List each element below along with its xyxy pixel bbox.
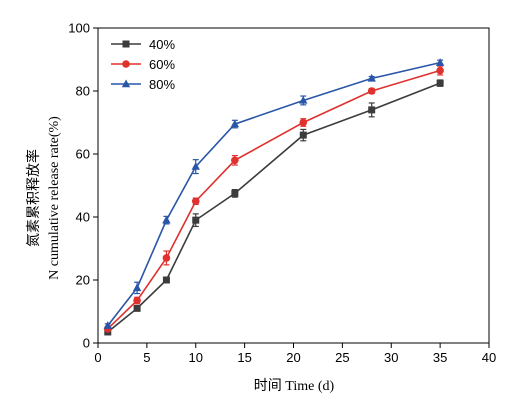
data-point xyxy=(191,197,200,206)
series-layer xyxy=(103,58,445,336)
legend-entry-1: 40% xyxy=(111,37,175,52)
series-3 xyxy=(103,58,445,329)
data-point xyxy=(162,276,170,284)
y-tick-label: 100 xyxy=(68,21,90,36)
data-point xyxy=(231,156,239,165)
legend: 40% 60% 80% xyxy=(111,37,175,92)
x-tick-label: 40 xyxy=(482,350,496,365)
y-axis-title-en: N cumulative release rate(%) xyxy=(47,116,62,280)
x-tick-label: 20 xyxy=(286,350,300,365)
x-tick-label: 0 xyxy=(94,350,101,365)
data-point xyxy=(367,73,376,82)
data-point xyxy=(230,119,240,128)
legend-label: 60% xyxy=(149,57,175,72)
data-point xyxy=(299,118,308,127)
x-axis-title: 时间 Time (d) xyxy=(254,378,335,394)
data-point xyxy=(192,216,200,224)
y-tick-label: 0 xyxy=(83,336,90,351)
data-point xyxy=(133,296,141,305)
plot-frame xyxy=(97,27,490,344)
y-axis-title-cn: 氮素累积释放率 xyxy=(25,149,42,247)
data-point xyxy=(435,58,445,66)
data-point xyxy=(103,321,112,329)
legend-marker xyxy=(121,79,131,88)
data-point xyxy=(132,283,142,292)
data-point xyxy=(191,162,200,170)
legend-marker xyxy=(122,60,130,68)
series-1 xyxy=(104,79,444,336)
axes: 0 5 10 15 20 25 30 35 40 0 20 40 60 80 100 xyxy=(68,21,496,366)
y-tick-label: 60 xyxy=(76,147,90,162)
x-tick-label: 10 xyxy=(189,350,203,365)
x-tick-label: 15 xyxy=(237,350,251,365)
legend-marker xyxy=(122,40,130,48)
data-point xyxy=(368,106,376,114)
legend-entry-3: 80% xyxy=(111,77,175,92)
series-2 xyxy=(103,65,444,333)
data-point xyxy=(231,189,239,197)
series-line xyxy=(107,82,441,333)
data-point xyxy=(367,87,376,95)
legend-label: 40% xyxy=(149,37,175,52)
data-point xyxy=(162,215,171,224)
x-tick-label: 25 xyxy=(335,350,349,365)
data-point xyxy=(162,254,171,262)
y-tick-label: 80 xyxy=(76,84,90,99)
data-point xyxy=(299,95,308,104)
series-line xyxy=(107,61,441,327)
x-tick-label: 5 xyxy=(143,350,150,365)
x-tick-label: 30 xyxy=(384,350,398,365)
legend-entry-2: 60% xyxy=(111,57,175,72)
y-tick-label: 40 xyxy=(76,210,90,225)
data-point xyxy=(299,131,307,139)
y-tick-label: 20 xyxy=(76,273,90,288)
data-point xyxy=(436,79,444,87)
x-tick-label: 35 xyxy=(433,350,447,365)
data-point xyxy=(436,66,444,75)
data-point xyxy=(133,304,141,312)
series-line xyxy=(107,69,441,330)
legend-label: 80% xyxy=(149,77,175,92)
